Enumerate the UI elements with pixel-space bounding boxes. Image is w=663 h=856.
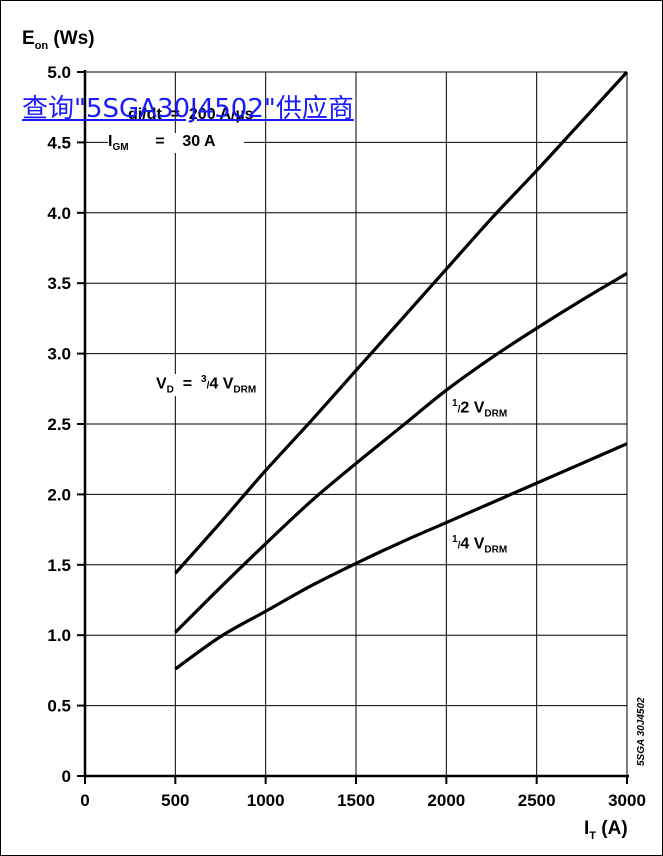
grid-lines [85, 71, 628, 776]
condition-didt: di/dt = 200 A/µs [128, 106, 254, 124]
y-axis-label-sub: on [34, 39, 49, 52]
curve-label-3q-den: 4 [209, 375, 219, 393]
y-tick-label-7: 3.5 [47, 274, 71, 293]
condition-igm-value: 30 A [182, 133, 216, 150]
vendor-link[interactable]: 查询"5SGA30J4502"供应商 [22, 94, 354, 124]
x-axis-label-sub: T [589, 829, 597, 842]
curve-label-quarter-vsub: DRM [484, 544, 508, 556]
condition-didt-value: 200 A/µs [188, 106, 254, 123]
y-axis-label-main: E [22, 28, 35, 49]
curve-label-three-quarter: VD = 3/4 VDRM [156, 374, 257, 396]
curve-label-quarter-num: 1 [452, 534, 458, 545]
curve-label-half-den: 2 [460, 399, 470, 417]
condition-didt-op: = [170, 106, 180, 123]
y-tick-label-5: 2.5 [47, 415, 71, 434]
curve-series-2 [174, 442, 628, 671]
curve-label-half-num: 1 [452, 398, 458, 409]
curve-label-3q-v: V [222, 375, 234, 393]
x-tick-label-3: 1500 [337, 791, 375, 810]
y-tick-label-0: 0 [62, 767, 71, 786]
x-axis-label: IT (A) [584, 818, 628, 842]
x-tick-label-2: 1000 [247, 791, 285, 810]
curve-label-vd-sub: D [166, 384, 174, 396]
curve-label-quarter: 1/4 VDRM [452, 534, 508, 556]
y-tick-label-8: 4.0 [47, 204, 71, 223]
x-tick-label-1: 500 [161, 791, 189, 810]
y-axis-label: Eon (Ws) [22, 28, 95, 52]
curve-label-quarter-v: V [473, 535, 485, 553]
curve-label-eq: = [182, 375, 193, 393]
y-tick-label-1: 0.5 [47, 697, 71, 716]
curves [174, 70, 629, 671]
curve-series-0 [174, 70, 629, 575]
curve-label-3q-vsub: DRM [233, 384, 257, 396]
curve-label-vd-main: V [156, 375, 167, 393]
curve-label-half-v: V [473, 399, 485, 417]
y-tick-label-3: 1.5 [47, 556, 71, 575]
y-tick-label-9: 4.5 [47, 133, 71, 152]
x-tick-label-4: 2000 [427, 791, 465, 810]
curve-series-1 [174, 271, 628, 634]
condition-igm-left: I [108, 133, 113, 150]
tick-labels: 0 0.5 1.0 1.5 2.0 2.5 3.0 3.5 4.0 4.5 5.0 0 500 1000 1… [47, 63, 646, 810]
x-tick-label-0: 0 [80, 791, 89, 810]
condition-igm-sub: GM [112, 142, 129, 154]
y-tick-label-4: 2.0 [47, 485, 71, 504]
x-axis-label-main: I [584, 818, 590, 839]
curve-label-half-vsub: DRM [484, 408, 508, 420]
curve-label-half: 1/2 VDRM [452, 398, 508, 420]
y-tick-label-2: 1.0 [47, 626, 71, 645]
y-tick-label-10: 5.0 [47, 63, 71, 82]
condition-igm-op: = [155, 133, 165, 150]
x-tick-label-6: 3000 [608, 791, 646, 810]
y-axis-label-unit: (Ws) [53, 28, 95, 49]
curve-label-quarter-den: 4 [460, 535, 470, 553]
curve-label-3q-num: 3 [201, 374, 207, 385]
condition-didt-left: di/dt [128, 106, 162, 123]
condition-igm: IGM = 30 A [108, 133, 244, 154]
x-axis-label-unit: (A) [601, 818, 628, 839]
axes [77, 70, 629, 784]
part-number-watermark: 5SGA 30J4502 [636, 697, 647, 766]
x-tick-label-5: 2500 [518, 791, 556, 810]
y-tick-label-6: 3.0 [47, 345, 71, 364]
